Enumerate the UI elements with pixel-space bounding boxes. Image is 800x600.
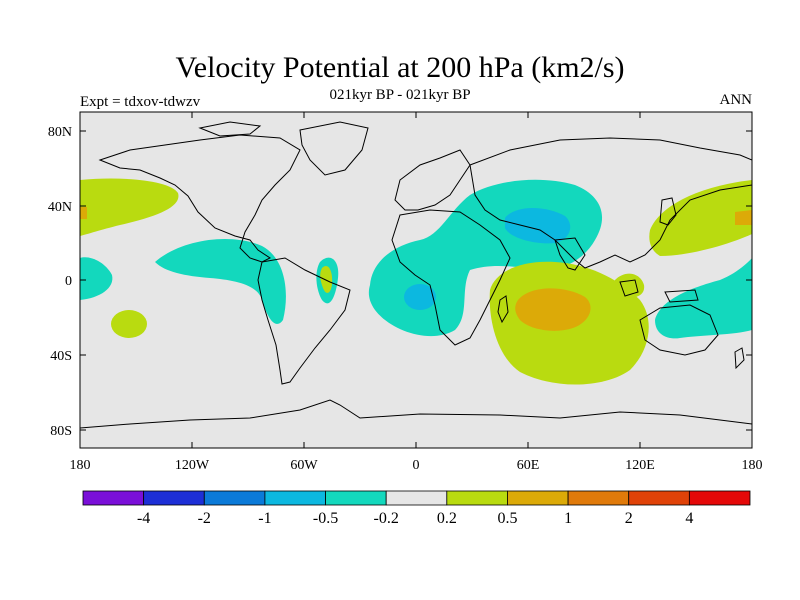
- coastlines: [80, 121, 752, 429]
- colorbar-swatch: [507, 490, 569, 506]
- coast-europe: [394, 149, 471, 211]
- contour-fills: [80, 178, 752, 385]
- plot-title: Velocity Potential at 200 hPa (km2/s): [175, 51, 625, 84]
- coast-africa: [391, 209, 511, 346]
- colorbar-swatch: [446, 490, 508, 506]
- colorbar-label: -1: [258, 510, 271, 527]
- coast-asia: [469, 137, 752, 269]
- coast-north-america: [98, 134, 301, 263]
- x-tick-label: 0: [413, 458, 420, 473]
- fill-north-pacific-positive-core: [80, 207, 87, 219]
- fill-indian-ocean-positive-core: [515, 288, 591, 331]
- x-tick-label: 60E: [517, 458, 540, 473]
- x-tick-label: 60W: [290, 458, 318, 473]
- plot-subtitle: 021kyr BP - 021kyr BP: [329, 87, 471, 103]
- colorbar-swatch: [385, 490, 448, 506]
- colorbar-swatch: [628, 490, 690, 506]
- colorbar-label: 0.5: [497, 510, 517, 527]
- coast-madagascar: [497, 295, 509, 324]
- colorbar-swatch: [203, 490, 266, 506]
- fill-equatorial-pacific-negative: [80, 257, 113, 300]
- coast-antarctica: [80, 399, 752, 429]
- coast-arctic-islands: [198, 121, 262, 137]
- colorbar-label: -4: [137, 510, 150, 527]
- y-tick-label: 40N: [48, 200, 72, 215]
- fill-south-pacific-positive: [111, 310, 147, 338]
- colorbar-swatch: [264, 490, 326, 506]
- colorbar-label: 1: [564, 510, 572, 527]
- coast-australia: [639, 304, 719, 356]
- x-tick-label: 180: [70, 458, 91, 473]
- x-tick-label: 180: [742, 458, 763, 473]
- colorbar-swatch: [143, 490, 205, 506]
- coast-india: [554, 237, 586, 271]
- fill-maritime-positive: [613, 273, 645, 298]
- y-tick-label: 0: [65, 274, 72, 289]
- coast-new-zealand: [734, 347, 745, 370]
- fill-north-pacific-positive: [80, 178, 179, 236]
- fill-americas-negative: [155, 239, 286, 324]
- y-tick-label: 80N: [48, 125, 72, 140]
- coast-japan: [659, 197, 677, 226]
- fill-australia-negative: [655, 258, 752, 339]
- experiment-label: Expt = tdxov-tdwzv: [80, 94, 201, 110]
- fill-west-pacific-positive: [649, 180, 752, 256]
- fill-arabia-negative-core: [505, 207, 571, 244]
- colorbar-swatch: [567, 490, 630, 506]
- colorbar-swatch: [325, 490, 387, 506]
- fill-brazil-positive: [320, 265, 333, 293]
- colorbar-swatch: [688, 490, 751, 506]
- fill-west-africa-negative-core: [404, 284, 436, 310]
- coast-new-guinea: [664, 289, 699, 303]
- colorbar-swatch: [82, 490, 145, 506]
- y-tick-label: 40S: [50, 349, 72, 364]
- map-panel: [80, 112, 752, 448]
- x-tick-label: 120W: [175, 458, 210, 473]
- season-label: ANN: [719, 92, 753, 108]
- colorbar-label: 2: [625, 510, 633, 527]
- fill-west-pacific-positive-core: [735, 210, 752, 225]
- coast-greenland: [299, 121, 369, 176]
- coast-borneo: [619, 279, 639, 297]
- colorbar-label: -2: [198, 510, 211, 527]
- x-tick-label: 120E: [625, 458, 655, 473]
- colorbar-label: -0.2: [374, 510, 399, 527]
- colorbar-label: 0.2: [437, 510, 457, 527]
- y-tick-label: 80S: [50, 424, 72, 439]
- y-axis: [80, 130, 752, 431]
- colorbar-label: -0.5: [313, 510, 338, 527]
- x-axis: [79, 112, 753, 448]
- coast-south-america: [257, 257, 351, 385]
- colorbar-label: 4: [685, 510, 693, 527]
- colorbar: -4 -2 -1 -0.5 -0.2 0.2 0.5 1 2 4: [82, 490, 751, 527]
